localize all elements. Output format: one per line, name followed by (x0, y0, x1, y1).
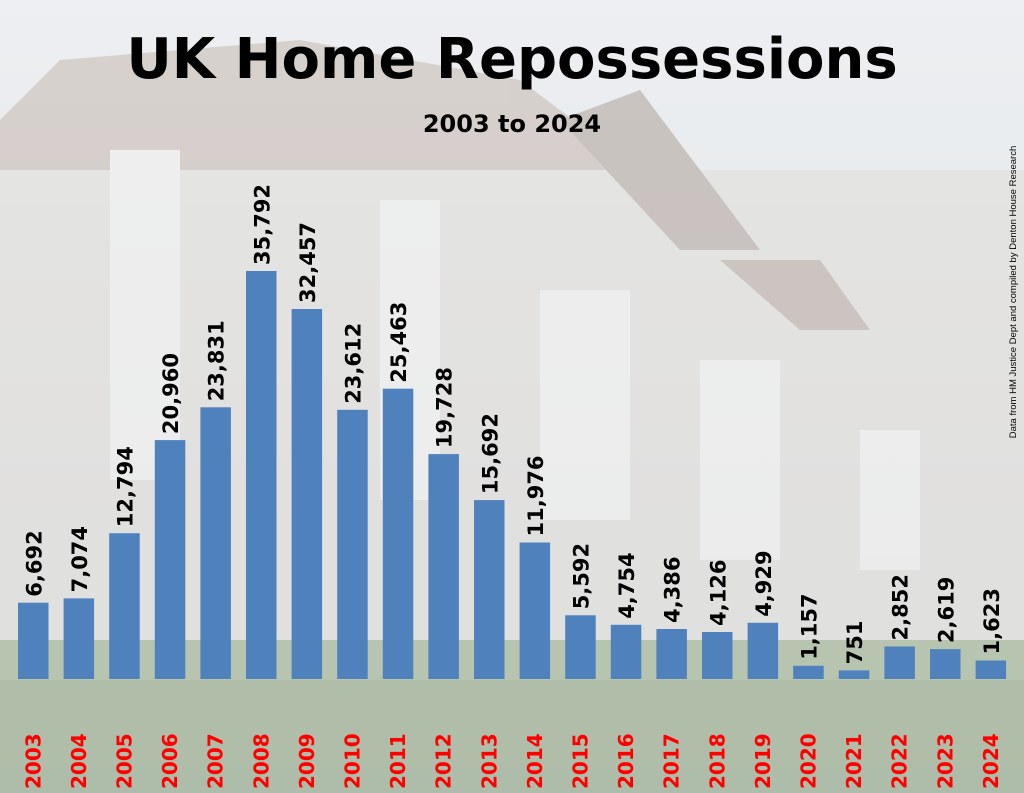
source-note: Data from HM Justice Dept and compiled b… (1008, 146, 1019, 439)
value-label-2018: 4,126 (706, 560, 730, 626)
bar-2015 (565, 615, 596, 679)
bar-2017 (656, 629, 687, 679)
bar-2024 (975, 660, 1007, 679)
bar-2006 (154, 440, 186, 679)
year-label-2014: 2014 (523, 733, 547, 789)
year-label-2006: 2006 (158, 733, 182, 789)
value-label-2024: 1,623 (980, 588, 1004, 654)
year-label-2021: 2021 (842, 733, 866, 789)
value-label-2016: 4,754 (615, 552, 639, 618)
value-label-2007: 23,831 (205, 320, 229, 401)
year-label-2003: 2003 (21, 733, 45, 789)
value-label-2008: 35,792 (250, 184, 274, 265)
year-label-2004: 2004 (67, 733, 91, 789)
value-label-2019: 4,929 (752, 550, 776, 616)
bar-2003 (18, 602, 49, 679)
year-label-2022: 2022 (888, 733, 912, 789)
bar-2016 (610, 624, 642, 679)
bar-2021 (838, 670, 870, 679)
bar-2014 (519, 542, 551, 679)
year-label-2008: 2008 (249, 733, 273, 789)
bar-2020 (793, 665, 824, 679)
value-label-2022: 2,852 (889, 574, 913, 640)
bar-2010 (337, 409, 368, 679)
bar-2023 (930, 649, 961, 679)
value-label-2009: 32,457 (296, 222, 320, 303)
value-label-2012: 19,728 (433, 367, 457, 448)
bar-2022 (884, 646, 915, 679)
year-label-2017: 2017 (660, 733, 684, 789)
year-label-2013: 2013 (477, 733, 501, 789)
value-label-2020: 1,157 (798, 593, 822, 659)
year-label-2024: 2024 (979, 733, 1003, 789)
bar-2013 (474, 500, 505, 679)
year-labels-group: 2003 2004 2005 2006 2007 2008 2009 2010 2011 2012… (21, 733, 1003, 789)
year-label-2020: 2020 (797, 733, 821, 789)
year-label-2015: 2015 (569, 733, 593, 789)
value-label-2023: 2,619 (934, 577, 958, 643)
value-label-2017: 4,386 (661, 557, 685, 623)
year-label-2019: 2019 (751, 733, 775, 789)
bar-2012 (428, 454, 459, 679)
bar-2019 (747, 622, 779, 679)
value-label-2006: 20,960 (159, 353, 183, 434)
value-label-2005: 12,794 (113, 446, 137, 527)
bar-2005 (109, 533, 140, 679)
chart-title: UK Home Repossessions (126, 27, 897, 92)
year-label-2011: 2011 (386, 733, 410, 789)
value-label-2010: 23,612 (341, 323, 365, 404)
value-label-2011: 25,463 (387, 302, 411, 383)
value-label-2004: 7,074 (68, 526, 92, 592)
value-label-2014: 11,976 (524, 455, 548, 536)
year-label-2009: 2009 (295, 733, 319, 789)
bar-2004 (63, 598, 95, 679)
chart-subtitle: 2003 to 2024 (423, 110, 601, 138)
bar-2018 (702, 632, 733, 679)
bar-2011 (382, 388, 414, 679)
value-labels-group: 6,692 7,074 12,794 20,960 23,831 35,792 32,457… (22, 184, 1004, 664)
year-label-2010: 2010 (340, 733, 364, 789)
bar-2008 (246, 271, 277, 679)
year-label-2018: 2018 (705, 733, 729, 789)
bar-2007 (200, 407, 231, 679)
year-label-2012: 2012 (432, 733, 456, 789)
value-label-2021: 751 (843, 621, 867, 665)
bar-2009 (291, 309, 323, 679)
year-label-2005: 2005 (112, 733, 136, 789)
year-label-2023: 2023 (933, 733, 957, 789)
value-label-2013: 15,692 (478, 413, 502, 494)
bars-group (18, 271, 1007, 679)
value-label-2003: 6,692 (22, 530, 46, 596)
year-label-2016: 2016 (614, 733, 638, 789)
value-label-2015: 5,592 (570, 543, 594, 609)
year-label-2007: 2007 (204, 733, 228, 789)
